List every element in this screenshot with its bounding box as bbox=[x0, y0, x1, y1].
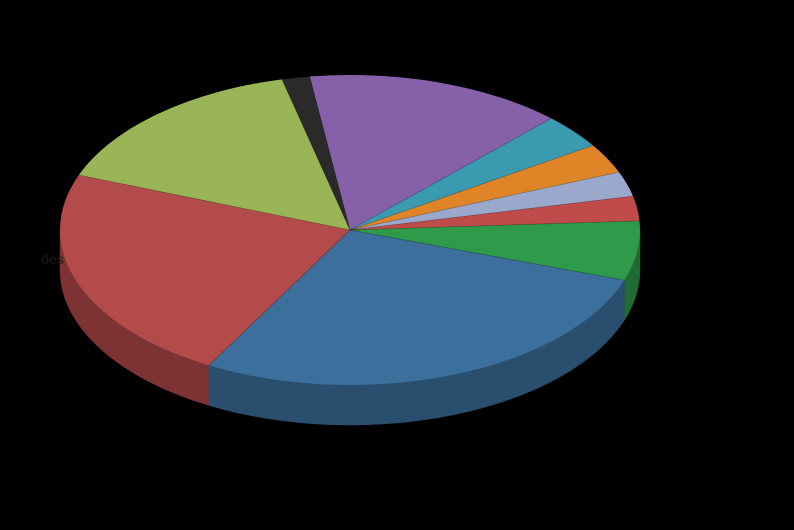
pie-chart-3d: ões bbox=[0, 0, 794, 530]
pie-chart-svg bbox=[0, 0, 794, 530]
slice-label-oes: ões bbox=[41, 251, 64, 267]
